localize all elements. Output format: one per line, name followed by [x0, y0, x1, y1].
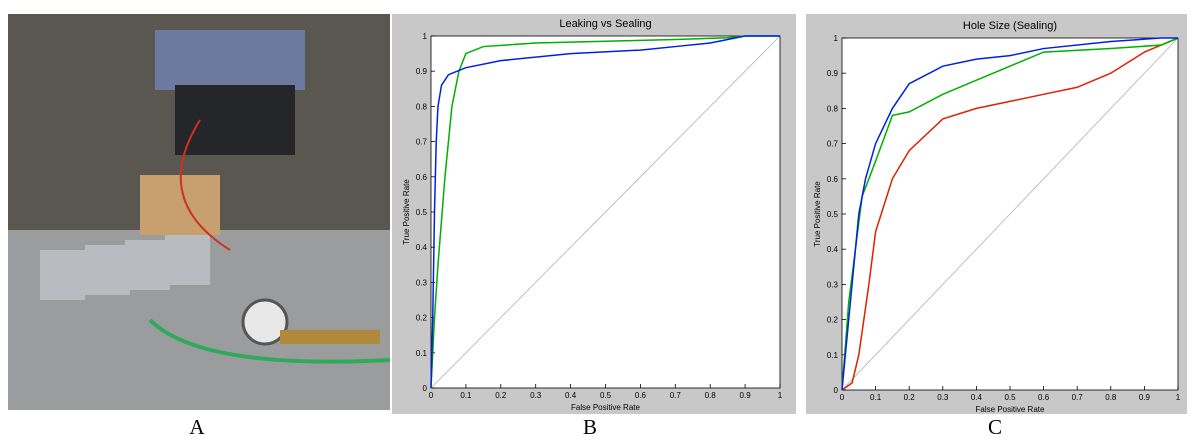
y-tick-label: 0.9	[416, 67, 428, 76]
y-tick-label: 0.5	[416, 208, 428, 217]
panel-label: C	[988, 415, 1002, 439]
x-tick-label: 0.9	[740, 391, 752, 400]
panel-label: A	[189, 415, 205, 439]
x-tick-label: 0.6	[1038, 393, 1050, 402]
x-tick-label: 1	[778, 391, 783, 400]
x-tick-label: 0.3	[937, 393, 949, 402]
y-tick-label: 0.7	[416, 138, 428, 147]
y-tick-label: 0.1	[827, 351, 839, 360]
x-tick-label: 0.9	[1139, 393, 1151, 402]
x-tick-label: 0.1	[460, 391, 472, 400]
photo-block	[140, 175, 220, 235]
y-tick-label: 1	[423, 32, 428, 41]
y-tick-label: 0.3	[827, 280, 839, 289]
y-tick-label: 0.8	[416, 102, 428, 111]
photo-box	[40, 250, 85, 300]
roc-line	[430, 35, 780, 389]
y-tick-label: 0.2	[827, 316, 839, 325]
x-tick-label: 0.4	[971, 393, 983, 402]
panel-label: B	[583, 415, 597, 439]
x-tick-label: 0.2	[495, 391, 507, 400]
y-tick-label: 0.6	[416, 173, 428, 182]
y-tick-label: 0	[423, 384, 428, 393]
photo-pipe	[280, 330, 380, 344]
chart-title: Leaking vs Sealing	[559, 18, 651, 30]
y-axis-label: True Positive Rate	[813, 181, 822, 247]
photo-hose	[148, 318, 391, 364]
chart-title: Hole Size (Sealing)	[963, 20, 1057, 32]
x-tick-label: 0.5	[1004, 393, 1016, 402]
y-tick-label: 0	[834, 386, 839, 395]
photo-chamber	[175, 85, 295, 155]
x-tick-label: 0	[429, 391, 434, 400]
roc-line	[430, 35, 781, 389]
roc-line	[841, 37, 1179, 391]
y-tick-label: 0.8	[827, 104, 839, 113]
x-tick-label: 0.7	[670, 391, 682, 400]
y-tick-label: 0.7	[827, 140, 839, 149]
x-axis-label: False Positive Rate	[976, 405, 1045, 414]
y-tick-label: 0.2	[416, 314, 428, 323]
x-tick-label: 0.2	[904, 393, 916, 402]
photo-box	[165, 235, 210, 285]
photo-box	[125, 240, 170, 290]
y-tick-label: 1	[834, 34, 839, 43]
x-axis-label: False Positive Rate	[571, 403, 640, 412]
roc-line	[841, 37, 1179, 391]
x-tick-label: 0.8	[705, 391, 717, 400]
y-tick-label: 0.6	[827, 175, 839, 184]
y-axis-label: True Positive Rate	[402, 179, 411, 245]
x-tick-label: 0.1	[870, 393, 882, 402]
x-tick-label: 0.6	[635, 391, 647, 400]
x-tick-label: 0.7	[1072, 393, 1084, 402]
x-tick-label: 1	[1176, 393, 1181, 402]
y-tick-label: 0.4	[827, 245, 839, 254]
y-tick-label: 0.1	[416, 349, 428, 358]
x-tick-label: 0.5	[600, 391, 612, 400]
x-tick-label: 0.8	[1105, 393, 1117, 402]
photo	[8, 14, 391, 410]
x-tick-label: 0.4	[565, 391, 577, 400]
x-tick-label: 0.3	[530, 391, 542, 400]
photo-gauge	[241, 298, 289, 346]
x-tick-label: 0	[840, 393, 845, 402]
y-tick-label: 0.4	[416, 243, 428, 252]
y-tick-label: 0.5	[827, 210, 839, 219]
y-tick-label: 0.9	[827, 69, 839, 78]
photo-wire	[179, 119, 231, 251]
roc-line	[430, 35, 780, 389]
photo-box	[85, 245, 130, 295]
roc-line	[841, 37, 1178, 391]
y-tick-label: 0.3	[416, 278, 428, 287]
photo-lid	[155, 30, 305, 90]
